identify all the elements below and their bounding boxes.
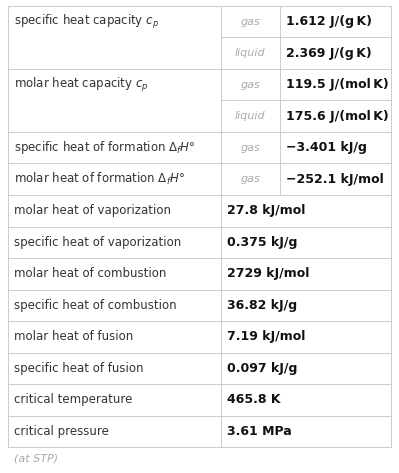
Text: specific heat of formation $\Delta_f H°$: specific heat of formation $\Delta_f H°$ (14, 139, 196, 156)
Text: critical temperature: critical temperature (14, 393, 132, 406)
Text: molar heat of vaporization: molar heat of vaporization (14, 204, 171, 217)
Text: gas: gas (240, 143, 260, 153)
Text: 1.612 J/(g K): 1.612 J/(g K) (286, 15, 372, 28)
Text: specific heat capacity $c_p$: specific heat capacity $c_p$ (14, 13, 159, 31)
Text: specific heat of fusion: specific heat of fusion (14, 362, 144, 375)
Text: specific heat of vaporization: specific heat of vaporization (14, 236, 181, 249)
Text: gas: gas (240, 80, 260, 90)
Text: molar heat of fusion: molar heat of fusion (14, 330, 133, 343)
Text: (at STP): (at STP) (14, 453, 58, 463)
Text: specific heat of combustion: specific heat of combustion (14, 299, 177, 312)
Text: 119.5 J/(mol K): 119.5 J/(mol K) (286, 78, 389, 91)
Text: 36.82 kJ/g: 36.82 kJ/g (227, 299, 297, 312)
Text: molar heat of formation $\Delta_f H°$: molar heat of formation $\Delta_f H°$ (14, 171, 185, 187)
Text: 0.097 kJ/g: 0.097 kJ/g (227, 362, 297, 375)
Text: −3.401 kJ/g: −3.401 kJ/g (286, 141, 367, 154)
Text: 175.6 J/(mol K): 175.6 J/(mol K) (286, 110, 389, 123)
Text: gas: gas (240, 174, 260, 184)
Text: 2.369 J/(g K): 2.369 J/(g K) (286, 47, 372, 60)
Text: 3.61 MPa: 3.61 MPa (227, 425, 291, 438)
Text: liquid: liquid (235, 111, 266, 121)
Text: critical pressure: critical pressure (14, 425, 109, 438)
Text: 465.8 K: 465.8 K (227, 393, 280, 406)
Text: molar heat of combustion: molar heat of combustion (14, 267, 166, 280)
Text: liquid: liquid (235, 48, 266, 58)
Text: 2729 kJ/mol: 2729 kJ/mol (227, 267, 309, 280)
Text: 27.8 kJ/mol: 27.8 kJ/mol (227, 204, 305, 217)
Text: 7.19 kJ/mol: 7.19 kJ/mol (227, 330, 305, 343)
Text: −252.1 kJ/mol: −252.1 kJ/mol (286, 173, 384, 186)
Text: 0.375 kJ/g: 0.375 kJ/g (227, 236, 297, 249)
Text: gas: gas (240, 17, 260, 27)
Text: molar heat capacity $c_p$: molar heat capacity $c_p$ (14, 76, 148, 94)
